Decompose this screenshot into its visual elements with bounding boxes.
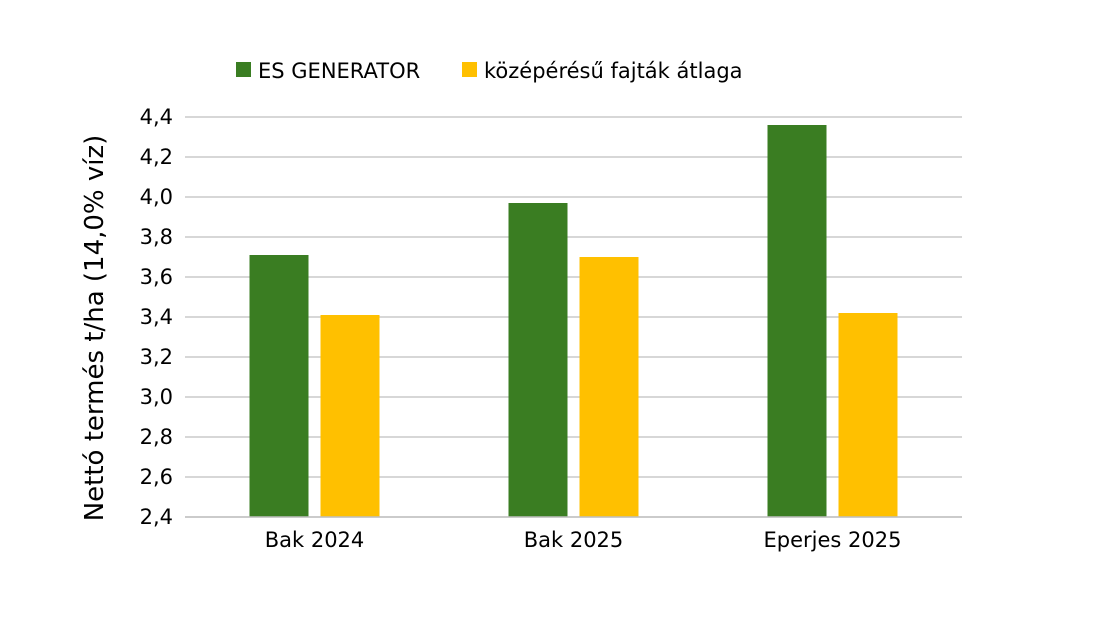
legend-swatch bbox=[462, 62, 477, 77]
y-tick-label: 4,2 bbox=[140, 145, 173, 169]
x-tick-label: Bak 2025 bbox=[524, 528, 624, 552]
y-tick-label: 3,8 bbox=[140, 225, 173, 249]
bars bbox=[249, 125, 898, 517]
bar-es-generator-3 bbox=[767, 125, 827, 517]
y-tick-label: 3,6 bbox=[140, 265, 173, 289]
x-tick-label: Eperjes 2025 bbox=[764, 528, 902, 552]
y-tick-label: 2,8 bbox=[140, 425, 173, 449]
legend: ES GENERATOR középérésű fajták átlaga bbox=[236, 59, 743, 83]
y-tick-label: 2,4 bbox=[140, 505, 173, 529]
axes: 2,4 2,6 2,8 3,0 3,2 3,4 3,6 3,8 4,0 4,2 4,4 Bak 202… bbox=[140, 105, 962, 552]
y-tick-label: 3,0 bbox=[140, 385, 173, 409]
bar-atlag-1 bbox=[320, 315, 380, 517]
gridlines bbox=[185, 116, 962, 518]
bar-es-generator-1 bbox=[249, 255, 309, 517]
bar-es-generator-2 bbox=[508, 203, 568, 517]
y-tick-label: 2,6 bbox=[140, 465, 173, 489]
y-tick-label: 3,2 bbox=[140, 345, 173, 369]
y-tick-label: 4,4 bbox=[140, 105, 173, 129]
bar-atlag-2 bbox=[579, 257, 639, 517]
legend-swatch bbox=[236, 62, 251, 77]
bar-atlag-3 bbox=[838, 313, 898, 517]
y-tick-label: 3,4 bbox=[140, 305, 173, 329]
y-tick-label: 4,0 bbox=[140, 185, 173, 209]
y-axis-label: Nettó termés t/ha (14,0% víz) bbox=[80, 135, 110, 522]
legend-item-atlag: középérésű fajták átlaga bbox=[484, 59, 743, 83]
legend-item-es-generator: ES GENERATOR bbox=[258, 59, 420, 83]
x-tick-label: Bak 2024 bbox=[265, 528, 365, 552]
